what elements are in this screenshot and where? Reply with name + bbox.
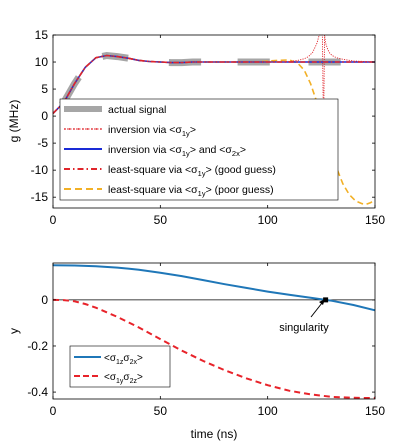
- legend-dot: [68, 128, 71, 130]
- legend-entry-actual: actual signal: [64, 104, 166, 116]
- y-tick-label: -10: [31, 163, 49, 177]
- bottom-x-axis-label: time (ns): [191, 427, 238, 441]
- legend-label-ls-poor: least-square via <σ1y> (poor guess): [108, 184, 274, 198]
- bottom-axis-ticks: 0 50 100 150 0 -0.2 -0.4: [27, 263, 385, 418]
- legend-dot: [77, 128, 80, 130]
- legend-dot: [82, 128, 84, 130]
- singularity-annotation: singularity: [279, 299, 329, 334]
- legend-label-actual: actual signal: [108, 104, 166, 116]
- legend-entry-inversion-both: inversion via <σ1y> and <σ2x>: [64, 144, 246, 158]
- y-tick-label: 15: [35, 28, 49, 42]
- y-tick-label: 0: [41, 293, 48, 307]
- legend-entry-ls-poor: least-square via <σ1y> (poor guess): [64, 184, 274, 198]
- legend-label-inversion-s1y: inversion via <σ1y>: [108, 124, 196, 138]
- y-tick-label: -15: [31, 190, 49, 204]
- y-tick-label: 10: [35, 55, 49, 69]
- x-tick-label: 0: [50, 404, 57, 418]
- legend-dot: [73, 128, 75, 130]
- top-plot-frame: [52, 34, 376, 209]
- x-tick-label: 50: [154, 404, 168, 418]
- bottom-plot-frame: [52, 262, 376, 400]
- bottom-legend: <σ1zσ2x> <σ1yσ2z>: [69, 345, 171, 388]
- y-tick-label: -0.4: [27, 385, 48, 399]
- x-tick-label: 150: [365, 213, 385, 227]
- top-series-group: [52, 34, 376, 206]
- top-legend-box: [59, 98, 339, 201]
- y-tick-label: -0.2: [27, 339, 48, 353]
- singularity-marker: [323, 297, 329, 303]
- legend-dot: [64, 128, 66, 130]
- legend-dot: [100, 128, 102, 130]
- bottom-legend-box: [69, 345, 171, 388]
- legend-entry-inversion-s1y: inversion via <σ1y>: [64, 124, 196, 138]
- top-legend: actual signal inversion via <σ1y> invers…: [59, 98, 339, 201]
- x-tick-label: 50: [154, 213, 168, 227]
- singularity-arrow-shaft: [310, 302, 323, 318]
- bottom-y-axis-label: y: [7, 328, 21, 334]
- y-tick-label: 5: [41, 82, 48, 96]
- legend-label-ls-good: least-square via <σ1y> (good guess): [108, 164, 276, 178]
- x-tick-label: 0: [50, 213, 57, 227]
- top-y-axis-label: g (MHz): [7, 100, 21, 143]
- legend-label-inversion-both: inversion via <σ1y> and <σ2x>: [108, 144, 246, 158]
- y-tick-label: 0: [41, 109, 48, 123]
- series-inversion-s1y: [52, 34, 376, 133]
- singularity-label: singularity: [279, 322, 329, 334]
- bottom-series-group: [52, 264, 376, 400]
- series-s1y-s2z: [52, 298, 376, 400]
- legend-swatch-inversion-s1y-dots: [64, 128, 102, 130]
- legend-dot: [86, 128, 89, 130]
- singularity-arrow-head: [319, 299, 325, 305]
- x-tick-label: 100: [258, 404, 278, 418]
- x-tick-label: 150: [365, 404, 385, 418]
- legend-entry-ls-good: least-square via <σ1y> (good guess): [64, 164, 276, 178]
- y-tick-label: -5: [37, 136, 48, 150]
- legend-dot: [95, 128, 98, 130]
- bottom-panel: 0 50 100 150 0 -0.2 -0.4 y time (ns) singulari…: [7, 262, 385, 441]
- x-tick-label: 100: [258, 213, 278, 227]
- legend-dot: [91, 128, 93, 130]
